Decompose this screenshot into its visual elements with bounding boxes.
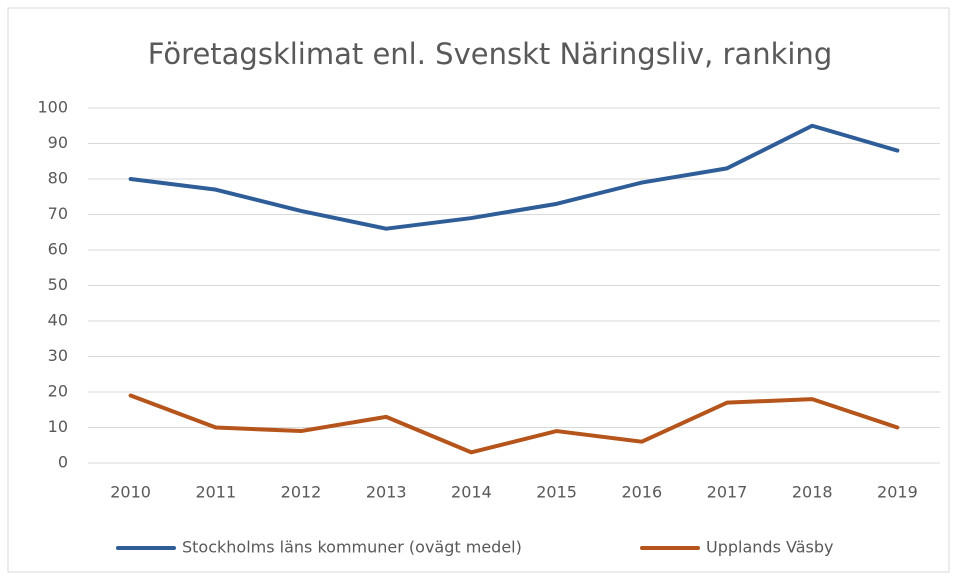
y-tick-label: 40 — [48, 311, 68, 330]
legend-label: Stockholms läns kommuner (ovägt medel) — [182, 538, 522, 557]
y-tick-label: 20 — [48, 382, 68, 401]
series-line — [128, 393, 900, 455]
x-tick-label: 2017 — [707, 483, 748, 502]
x-tick-label: 2014 — [451, 483, 492, 502]
y-tick-label: 60 — [48, 240, 68, 259]
x-tick-label: 2015 — [536, 483, 577, 502]
legend-label: Upplands Väsby — [706, 538, 833, 557]
y-tick-label: 30 — [48, 346, 68, 365]
y-tick-label: 80 — [48, 169, 68, 188]
x-tick-label: 2012 — [281, 483, 322, 502]
x-tick-label: 2018 — [792, 483, 833, 502]
y-tick-label: 10 — [48, 417, 68, 436]
x-tick-label: 2016 — [621, 483, 662, 502]
y-tick-label: 70 — [48, 204, 68, 223]
chart-title: Företagsklimat enl. Svenskt Näringsliv, … — [148, 37, 832, 71]
x-tick-label: 2013 — [366, 483, 407, 502]
y-tick-label: 100 — [37, 98, 68, 117]
x-tick-label: 2019 — [877, 483, 918, 502]
chart-frame — [7, 7, 950, 573]
y-tick-label: 90 — [48, 133, 68, 152]
x-tick-label: 2011 — [195, 483, 236, 502]
y-tick-label: 0 — [58, 453, 68, 472]
y-tick-label: 50 — [48, 275, 68, 294]
series-line — [128, 123, 900, 231]
x-tick-label: 2010 — [110, 483, 151, 502]
